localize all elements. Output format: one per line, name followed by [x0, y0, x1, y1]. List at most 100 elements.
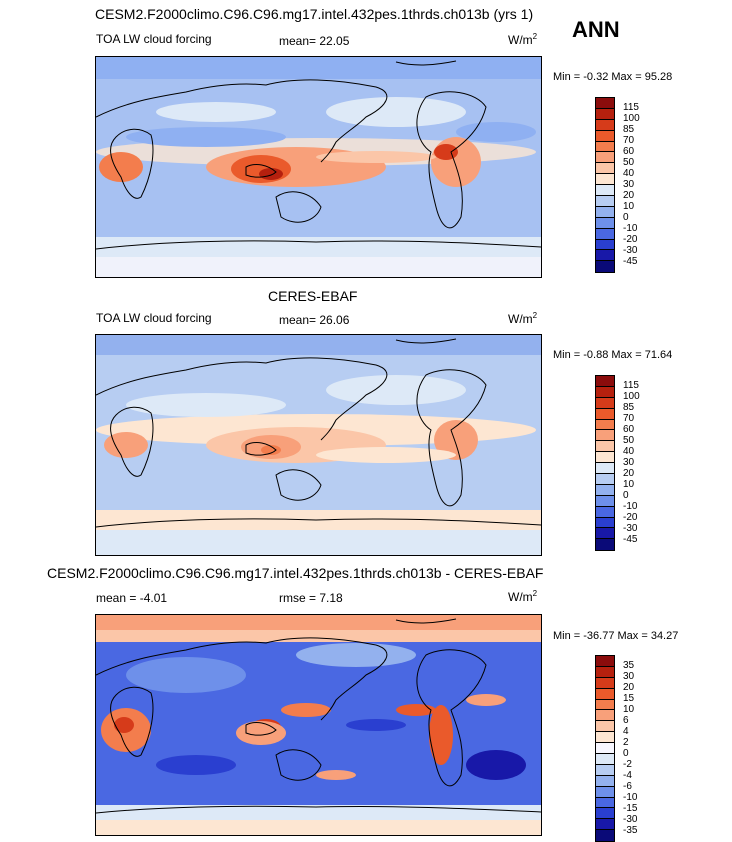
colorbar-tick: 10	[623, 704, 635, 715]
colorbar-tick: 2	[623, 737, 629, 748]
colorbar-tick: 115	[623, 380, 639, 391]
colorbar-box	[596, 830, 614, 842]
colorbar-box	[596, 441, 614, 453]
colorbar-tick: -4	[623, 770, 632, 781]
colorbar-box	[596, 474, 614, 485]
colorbar-tick: 50	[623, 435, 635, 446]
coastline-map-icon	[96, 615, 541, 835]
panel-2-title: CERES-EBAF	[268, 288, 358, 304]
colorbar-box	[596, 408, 614, 420]
colorbar-box	[596, 261, 614, 273]
coastline-map-icon	[96, 335, 541, 555]
panel-1-colorbar	[595, 97, 615, 274]
colorbar-box	[596, 666, 614, 678]
colorbar-box	[596, 539, 614, 551]
colorbar-tick: 20	[623, 682, 635, 693]
colorbar-box	[596, 141, 614, 153]
colorbar-tick: -6	[623, 781, 632, 792]
panel-2-map	[95, 334, 542, 556]
colorbar-box	[596, 386, 614, 398]
panel-1-mean: mean= 22.05	[279, 34, 350, 48]
colorbar-tick: -45	[623, 534, 638, 545]
colorbar-tick: -35	[623, 825, 638, 836]
colorbar-tick: -30	[623, 814, 638, 825]
colorbar-tick: 20	[623, 190, 635, 201]
colorbar-box	[596, 452, 614, 464]
colorbar-tick: 4	[623, 726, 629, 737]
colorbar-box	[596, 163, 614, 175]
colorbar-tick: -45	[623, 256, 638, 267]
colorbar-tick: 60	[623, 424, 635, 435]
colorbar-tick: -20	[623, 234, 638, 245]
panel-1-variable-label: TOA LW cloud forcing	[96, 32, 212, 46]
colorbar-box	[596, 764, 614, 776]
colorbar-tick: 0	[623, 490, 629, 501]
colorbar-box	[596, 699, 614, 711]
colorbar-tick: 30	[623, 457, 635, 468]
season-label: ANN	[572, 17, 620, 42]
colorbar-box	[596, 517, 614, 529]
colorbar-box	[596, 108, 614, 120]
colorbar-box	[596, 677, 614, 689]
colorbar-tick: 100	[623, 113, 640, 124]
colorbar-tick: 50	[623, 157, 635, 168]
colorbar-tick: 70	[623, 135, 635, 146]
colorbar-box	[596, 484, 614, 496]
panel-3-units: W/m2	[508, 589, 538, 604]
panel-1-minmax: Min = -0.32 Max = 95.28	[553, 71, 673, 83]
panel-3-title: CESM2.F2000climo.C96.C96.mg17.intel.432p…	[47, 565, 544, 581]
colorbar-box	[596, 250, 614, 262]
colorbar-tick: 35	[623, 660, 635, 671]
colorbar-box	[596, 217, 614, 229]
colorbar-box	[596, 506, 614, 518]
colorbar-tick: 115	[623, 102, 639, 113]
colorbar-tick: 70	[623, 413, 635, 424]
panel-3-rmse: rmse = 7.18	[279, 591, 343, 605]
panel-3-minmax: Min = -36.77 Max = 34.27	[553, 630, 679, 642]
colorbar-box	[596, 656, 614, 667]
colorbar-tick: 40	[623, 446, 635, 457]
colorbar-tick: 0	[623, 748, 629, 759]
panel-2-units: W/m2	[508, 311, 538, 326]
panel-3-colorbar	[595, 655, 615, 842]
colorbar-box	[596, 119, 614, 131]
panel-2-minmax: Min = -0.88 Max = 71.64	[553, 349, 673, 361]
colorbar-tick: 85	[623, 124, 635, 135]
colorbar-tick: -15	[623, 803, 638, 814]
colorbar-box	[596, 710, 614, 722]
colorbar-box	[596, 743, 614, 755]
colorbar-tick: 20	[623, 468, 635, 479]
panel-3-map	[95, 614, 542, 836]
colorbar-box	[596, 721, 614, 733]
colorbar-box	[596, 819, 614, 831]
colorbar-box	[596, 495, 614, 507]
colorbar-box	[596, 98, 614, 109]
colorbar-tick: 85	[623, 402, 635, 413]
colorbar-box	[596, 732, 614, 744]
colorbar-box	[596, 786, 614, 798]
colorbar-tick: -2	[623, 759, 632, 770]
colorbar-tick: 10	[623, 479, 635, 490]
colorbar-tick: 60	[623, 146, 635, 157]
colorbar-box	[596, 228, 614, 240]
panel-3-mean: mean = -4.01	[96, 591, 168, 605]
colorbar-tick: 0	[623, 212, 629, 223]
panel-2-colorbar	[595, 375, 615, 552]
colorbar-tick: -20	[623, 512, 638, 523]
colorbar-tick: -10	[623, 501, 638, 512]
colorbar-box	[596, 239, 614, 251]
colorbar-tick: 100	[623, 391, 640, 402]
colorbar-tick: -10	[623, 223, 638, 234]
colorbar-box	[596, 808, 614, 820]
colorbar-box	[596, 185, 614, 197]
colorbar-box	[596, 688, 614, 700]
colorbar-box	[596, 196, 614, 207]
coastline-map-icon	[96, 57, 541, 277]
colorbar-tick: 40	[623, 168, 635, 179]
panel-1-map	[95, 56, 542, 278]
colorbar-box	[596, 430, 614, 442]
colorbar-box	[596, 754, 614, 765]
colorbar-tick: 30	[623, 671, 635, 682]
panel-2-mean: mean= 26.06	[279, 313, 350, 327]
colorbar-tick: -30	[623, 245, 638, 256]
